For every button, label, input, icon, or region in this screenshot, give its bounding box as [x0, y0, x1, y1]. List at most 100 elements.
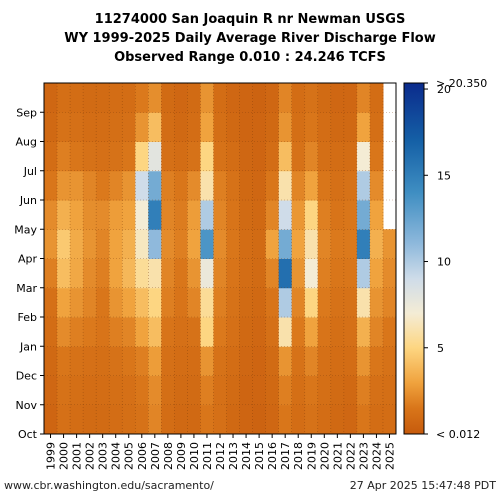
heatmap-cell	[304, 200, 319, 230]
heatmap-cell	[70, 170, 84, 201]
heatmap-cell	[122, 258, 136, 289]
heatmap-cell	[122, 112, 136, 142]
heatmap-cell	[330, 112, 345, 142]
heatmap-cell	[148, 287, 162, 318]
heatmap-cell	[226, 83, 241, 113]
heatmap-cell	[226, 346, 241, 376]
heatmap-cell	[291, 375, 306, 406]
heatmap-cell	[278, 287, 293, 318]
heatmap-cell	[330, 317, 345, 347]
heatmap-cell	[304, 112, 319, 142]
heatmap-cell	[291, 141, 306, 172]
heatmap-cell	[356, 112, 371, 142]
x-tick-label: 2003	[97, 442, 110, 470]
y-tick-label: Apr	[18, 253, 38, 266]
heatmap-cell	[200, 346, 214, 376]
colorbar-tick-label: 5	[437, 342, 444, 355]
heatmap-cell	[57, 83, 71, 113]
heatmap-cell	[265, 375, 280, 406]
heatmap-cell	[330, 83, 345, 113]
heatmap-cells	[44, 83, 397, 435]
heatmap-cell	[109, 200, 123, 230]
heatmap-cell	[109, 317, 123, 347]
heatmap-cell	[174, 404, 188, 435]
heatmap-cell	[382, 404, 397, 435]
heatmap-chart: Oct Nov Dec Jan Feb Mar Apr May Jun Jul Aug Sep 199…	[14, 77, 487, 470]
heatmap-cell	[356, 170, 371, 201]
heatmap-cell	[343, 346, 358, 376]
heatmap-cell	[70, 346, 84, 376]
heatmap-cell	[109, 287, 123, 318]
heatmap-cell	[57, 258, 71, 289]
heatmap-cell	[252, 229, 267, 259]
heatmap-cell	[213, 317, 228, 347]
heatmap-cell	[148, 346, 162, 376]
source-url[interactable]: www.cbr.washington.edu/sacramento/	[4, 479, 214, 492]
heatmap-cell	[304, 317, 319, 347]
heatmap-cell	[330, 229, 345, 259]
heatmap-cell	[278, 170, 293, 201]
heatmap-cell	[304, 83, 319, 113]
heatmap-cell	[239, 375, 254, 406]
heatmap-cell	[174, 375, 188, 406]
heatmap-cell	[135, 346, 149, 376]
heatmap-cell	[161, 83, 175, 113]
heatmap-cell	[239, 317, 254, 347]
heatmap-cell	[148, 112, 162, 142]
heatmap-cell	[369, 112, 384, 142]
heatmap-cell	[369, 375, 384, 406]
heatmap-cell	[109, 258, 123, 289]
heatmap-cell	[200, 404, 214, 435]
heatmap-cell	[122, 229, 136, 259]
heatmap-cell	[239, 404, 254, 435]
heatmap-cell	[291, 287, 306, 318]
x-axis: 1999 2000 2001 2002 2003 2004 2005 2006 2007 2008…	[45, 434, 396, 470]
x-tick-label: 2004	[110, 442, 123, 470]
heatmap-cell	[148, 170, 162, 201]
colorbar-max-label: > 20.350	[436, 77, 487, 90]
heatmap-cell	[278, 404, 293, 435]
y-tick-label: Nov	[16, 399, 38, 412]
heatmap-cell	[57, 404, 71, 435]
heatmap-cell	[369, 317, 384, 347]
heatmap-cell	[382, 229, 397, 259]
heatmap-cell	[356, 229, 371, 259]
y-tick-label: Oct	[18, 428, 38, 441]
x-tick-label: 2020	[318, 442, 331, 470]
heatmap-cell	[356, 258, 371, 289]
chart-title-line-3: Observed Range 0.010 : 24.246 TCFS	[114, 50, 386, 65]
heatmap-cell	[382, 287, 397, 318]
heatmap-cell	[343, 317, 358, 347]
heatmap-cell	[161, 317, 175, 347]
heatmap-cell	[278, 346, 293, 376]
heatmap-cell	[96, 141, 110, 172]
heatmap-cell	[83, 229, 97, 259]
heatmap-cell	[356, 404, 371, 435]
heatmap-cell	[304, 141, 319, 172]
heatmap-cell	[161, 404, 175, 435]
heatmap-cell	[57, 317, 71, 347]
heatmap-cell	[343, 112, 358, 142]
x-tick-label: 2010	[188, 442, 201, 470]
heatmap-cell	[70, 258, 84, 289]
heatmap-cell	[109, 141, 123, 172]
y-tick-label: Dec	[16, 370, 37, 383]
heatmap-cell	[122, 141, 136, 172]
x-tick-label: 2016	[266, 442, 279, 470]
x-tick-label: 2009	[175, 442, 188, 470]
heatmap-cell	[44, 346, 58, 376]
heatmap-cell	[44, 258, 58, 289]
heatmap-cell	[200, 112, 214, 142]
heatmap-cell	[213, 258, 228, 289]
heatmap-cell	[83, 200, 97, 230]
heatmap-cell	[252, 404, 267, 435]
heatmap-cell	[252, 375, 267, 406]
heatmap-cell	[291, 170, 306, 201]
heatmap-cell	[252, 258, 267, 289]
x-tick-label: 2021	[331, 442, 344, 470]
heatmap-cell	[252, 83, 267, 113]
heatmap-cell	[44, 112, 58, 142]
heatmap-cell	[148, 258, 162, 289]
heatmap-cell	[109, 229, 123, 259]
heatmap-cell	[356, 287, 371, 318]
